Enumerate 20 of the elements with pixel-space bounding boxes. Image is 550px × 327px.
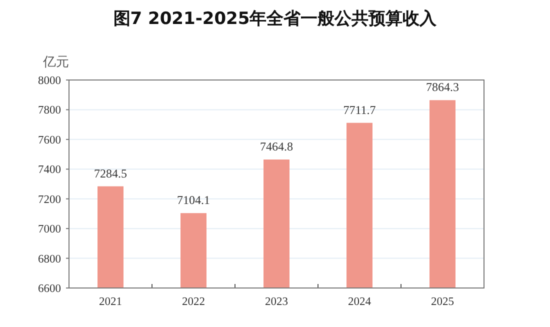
data-label: 7284.5 bbox=[94, 166, 127, 180]
data-label: 7711.7 bbox=[343, 102, 376, 117]
x-tick-label: 2024 bbox=[348, 296, 372, 308]
x-tick-label: 2022 bbox=[182, 296, 206, 308]
y-tick-label: 7000 bbox=[38, 224, 62, 236]
data-label: 7864.3 bbox=[426, 80, 459, 94]
y-tick-label: 7400 bbox=[38, 164, 62, 176]
chart-title: 图7 2021-2025年全省一般公共预算收入 bbox=[113, 9, 438, 29]
y-tick-label: 7200 bbox=[38, 194, 62, 206]
y-tick-label: 7800 bbox=[38, 104, 62, 117]
data-label: 7464.8 bbox=[260, 140, 293, 154]
y-axis-title: 亿元 bbox=[42, 54, 69, 69]
data-label: 7104.1 bbox=[177, 193, 210, 208]
y-tick-label: 6600 bbox=[38, 283, 62, 295]
x-tick-label: 2021 bbox=[99, 296, 122, 308]
y-tick-label: 7600 bbox=[38, 134, 62, 146]
x-tick-label: 2025 bbox=[431, 296, 454, 308]
x-tick-label: 2023 bbox=[265, 296, 288, 308]
y-tick-label: 6800 bbox=[38, 253, 62, 266]
y-tick-label: 8000 bbox=[38, 75, 62, 87]
